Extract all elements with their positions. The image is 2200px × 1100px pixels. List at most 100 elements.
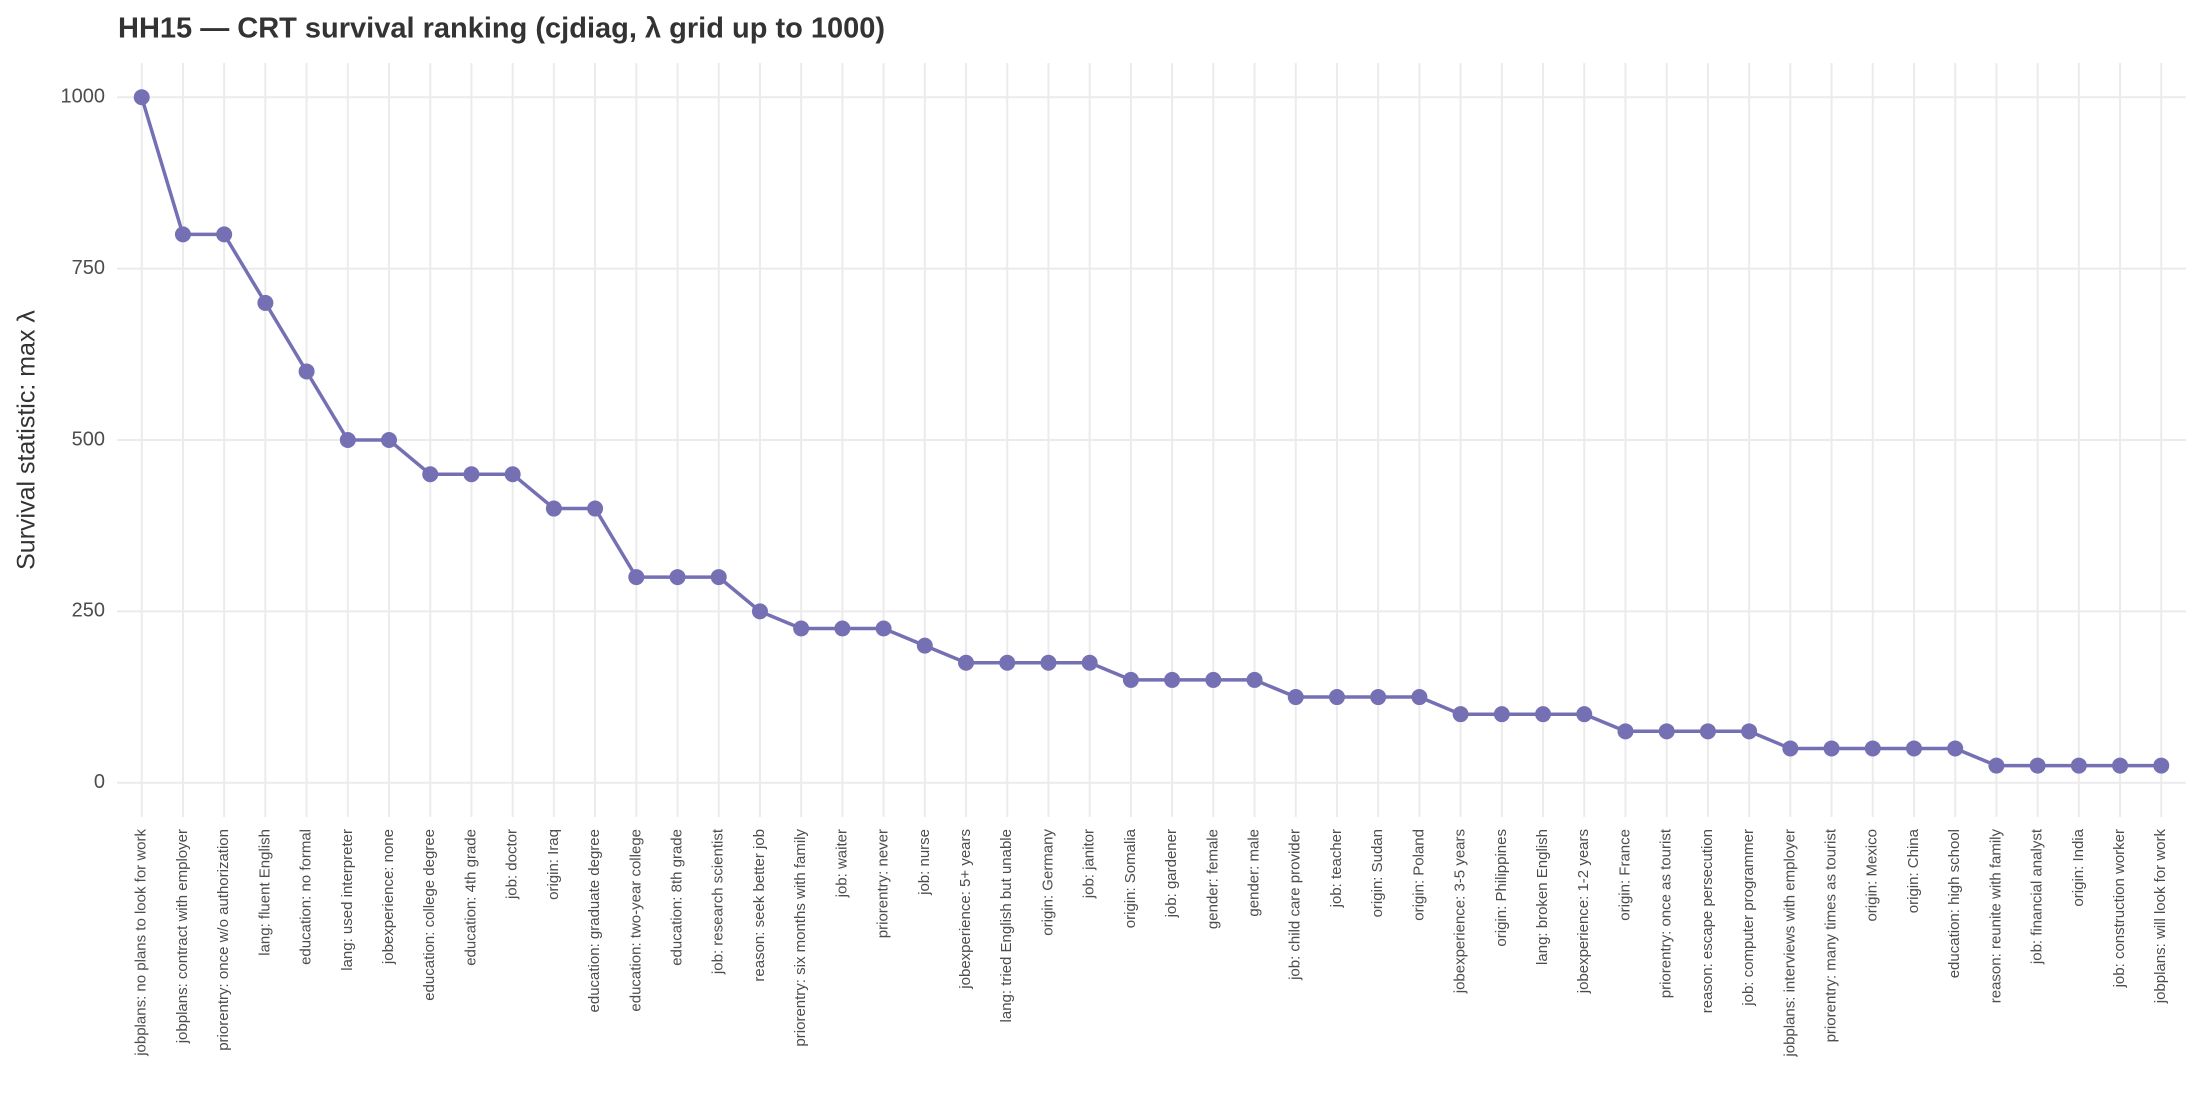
data-point [463,466,480,483]
x-tick-label: jobexperience: 1-2 years [1575,829,1592,994]
data-point [1122,671,1139,688]
x-tick-label: origin: Somalia [1122,828,1139,928]
data-point [298,363,315,380]
y-tick-label: 250 [72,600,105,622]
x-tick-label: priorentry: once as tourist [1658,828,1675,998]
x-tick-label: reason: reunite with family [1987,829,2004,1004]
data-point [1328,689,1345,706]
x-tick-label: education: two-year college [627,829,644,1012]
data-point [1535,706,1552,723]
y-tick-label: 1000 [61,86,106,108]
x-tick-label: jobexperience: 3-5 years [1452,829,1469,994]
data-point [1164,671,1181,688]
x-tick-label: jobexperience: 5+ years [957,829,974,990]
data-point [174,226,191,243]
data-point [1081,654,1098,671]
x-tick-label: reason: escape persecution [1699,829,1716,1013]
data-point [999,654,1016,671]
x-tick-label: job: teacher [1328,829,1345,908]
chart-title: HH15 — CRT survival ranking (cjdiag, λ g… [118,13,885,45]
data-point [2029,757,2046,774]
x-tick-label: job: construction worker [2111,829,2128,988]
x-tick-label: education: high school [1946,829,1963,978]
x-tick-label: priorentry: six months with family [792,829,809,1047]
data-point [793,620,810,637]
marks [133,89,2170,774]
x-tick-label: education: 8th grade [668,829,685,966]
x-tick-label: lang: broken English [1534,829,1551,965]
x-tick-label: origin: Iraq [545,829,562,900]
x-tick-label: origin: Mexico [1864,829,1881,922]
x-tick-label: education: no formal [298,829,315,965]
data-line [140,96,2162,768]
x-tick-label: priorentry: never [875,829,892,938]
x-tick-label: job: waiter [833,829,850,898]
x-tick-label: lang: tried English but unable [998,829,1015,1022]
x-tick-label: jobplans: contract with employer [174,829,191,1044]
data-point [1699,723,1716,740]
x-tick-label: jobplans: will look for work [2152,829,2169,1005]
data-point [422,466,439,483]
data-point [339,432,356,448]
data-point [834,620,851,637]
data-point [958,654,975,671]
data-point [1411,689,1428,706]
data-point [2153,757,2170,774]
x-tick-label: job: nurse [916,829,933,896]
data-point [1741,723,1758,740]
x-tick-label: jobexperience: none [380,829,397,965]
x-tick-label: gender: female [1204,829,1221,929]
data-point [751,603,768,620]
x-tick-label: job: child care provider [1287,829,1304,981]
data-point [1905,740,1922,757]
data-point [1452,706,1469,723]
data-point [1617,723,1634,740]
x-tick-label: origin: Germany [1039,829,1056,936]
x-tick-label: jobplans: interviews with employer [1781,829,1798,1058]
data-point [504,466,521,483]
data-point [1947,740,1964,757]
data-point [2112,757,2129,774]
x-tick-label: job: gardener [1163,829,1180,918]
x-tick-label: education: college degree [421,829,438,1001]
x-tick-label: lang: used interpreter [339,829,356,971]
data-point [1246,671,1263,688]
x-tick-label: job: research scientist [710,828,727,975]
x-tick-label: education: 4th grade [462,829,479,966]
data-point [1287,689,1304,706]
y-tick-label: 750 [72,257,105,279]
x-tick-label: reason: seek better job [751,829,768,982]
data-point [1205,671,1222,688]
data-point [216,226,233,243]
x-tick-label: education: graduate degree [586,829,603,1012]
grid [117,63,2186,817]
data-point [1864,740,1881,757]
y-tick-label: 0 [94,771,105,793]
x-tick-label: job: financial analyst [2029,828,2046,965]
x-tick-label: origin: India [2070,828,2087,906]
data-point [916,637,933,654]
data-point [133,89,150,106]
x-tick-label: origin: Sudan [1369,829,1386,917]
data-point [628,569,645,586]
data-point [1040,654,1057,671]
x-tick-label: priorentry: many times as tourist [1823,828,1840,1042]
data-point [1576,706,1593,723]
x-tick-label: origin: Poland [1410,829,1427,921]
x-tick-label: lang: fluent English [256,829,273,956]
x-tick-label: job: janitor [1081,829,1098,899]
data-point [1370,689,1387,706]
data-point [545,500,562,517]
x-tick-label: jobplans: no plans to look for work [133,829,150,1057]
x-tick-label: job: computer programmer [1740,829,1757,1007]
data-point [1658,723,1675,740]
data-point [2070,757,2087,774]
y-axis-title: Survival statistic: max λ [13,310,41,570]
data-point [1823,740,1840,757]
x-tick-label: origin: China [1905,828,1922,913]
data-point [257,294,274,311]
data-point [875,620,892,637]
data-point [1988,757,2005,774]
